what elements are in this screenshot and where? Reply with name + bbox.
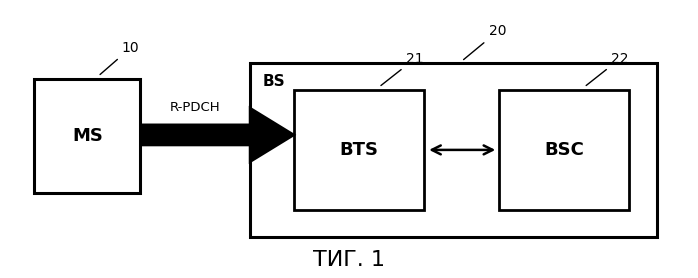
Text: 22: 22 [586,52,629,86]
Text: 21: 21 [381,52,424,86]
Text: ΤИГ. 1: ΤИГ. 1 [313,250,385,270]
FancyBboxPatch shape [500,90,630,210]
FancyBboxPatch shape [250,63,657,237]
Text: 20: 20 [463,24,506,59]
Text: BS: BS [262,74,285,89]
Polygon shape [140,108,295,162]
Text: BTS: BTS [340,141,379,159]
Text: MS: MS [72,127,103,145]
FancyBboxPatch shape [295,90,424,210]
Text: BSC: BSC [544,141,584,159]
Text: 10: 10 [100,41,140,75]
Text: R-PDCH: R-PDCH [170,101,221,114]
FancyBboxPatch shape [34,79,140,193]
